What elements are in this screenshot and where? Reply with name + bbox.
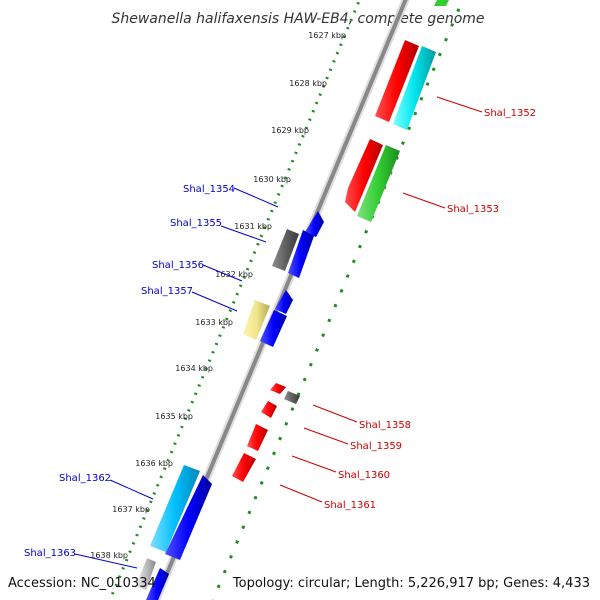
gene-shal-1352-red[interactable]	[375, 40, 419, 122]
gene-shal-1362-sky[interactable]	[150, 465, 200, 552]
gene-shal-1353-green[interactable]	[357, 145, 400, 222]
gene-top-green[interactable]	[434, 0, 449, 6]
leader-line	[279, 484, 323, 503]
labels-left: Shal_1354 Shal_1355 Shal_1356 Shal_1357 …	[24, 184, 279, 569]
leader-line	[233, 187, 279, 208]
reverse-genes	[136, 211, 324, 600]
tick-label: 1638 kbp	[90, 551, 128, 560]
leader-line	[303, 427, 349, 445]
tick-label: 1630 kbp	[253, 175, 291, 184]
gene-label-shal-1354[interactable]: Shal_1354	[183, 184, 235, 195]
gene-shal-1354-blue[interactable]	[305, 211, 324, 237]
accession-text: Accession: NC_010334	[8, 576, 156, 591]
tick-label: 1627 kbp	[308, 31, 346, 40]
forward-genes	[284, 0, 449, 404]
leader-line	[220, 225, 267, 243]
gene-shal-1361-red[interactable]	[232, 453, 256, 482]
gene-shal-1363-silver[interactable]	[136, 558, 156, 590]
gene-label-shal-1361[interactable]: Shal_1361	[324, 500, 376, 511]
gene-label-shal-1355[interactable]: Shal_1355	[170, 218, 222, 229]
gene-shal-1360-red[interactable]	[247, 424, 268, 451]
gene-shal-1352-cyan[interactable]	[393, 46, 436, 130]
leader-line	[436, 96, 483, 113]
gene-label-shal-1356[interactable]: Shal_1356	[152, 260, 204, 271]
tick-label: 1631 kbp	[234, 222, 272, 231]
map-title: Shewanella halifaxensis HAW-EB4, complet…	[111, 11, 484, 27]
labels-right: Shal_1352 Shal_1353 Shal_1358 Shal_1359 …	[279, 96, 536, 511]
tick-label: 1635 kbp	[155, 412, 193, 421]
gene-label-shal-1360[interactable]: Shal_1360	[338, 470, 390, 481]
gene-shal-1355-grey[interactable]	[272, 229, 299, 271]
gene-shal-1363-blue[interactable]	[146, 568, 169, 600]
genome-summary-text: Topology: circular; Length: 5,226,917 bp…	[232, 576, 590, 591]
gene-label-shal-1352[interactable]: Shal_1352	[484, 108, 536, 119]
gene-shal-1357-blue-a[interactable]	[275, 290, 293, 314]
leader-line	[109, 479, 154, 500]
tick-label: 1628 kbp	[289, 79, 327, 88]
tick-ring-outer	[211, 0, 465, 600]
leader-line	[191, 291, 238, 312]
gene-label-shal-1362[interactable]: Shal_1362	[59, 473, 111, 484]
scale-ticks: 1627 kbp 1628 kbp 1629 kbp 1630 kbp 1631…	[90, 31, 346, 560]
tick-label: 1634 kbp	[175, 364, 213, 373]
gene-shal-1358-grey[interactable]	[284, 391, 300, 404]
tick-ring-inner	[108, 0, 362, 600]
tick-label: 1629 kbp	[271, 126, 309, 135]
leader-line	[312, 404, 358, 423]
gene-label-shal-1358[interactable]: Shal_1358	[359, 420, 411, 431]
tick-label: 1632 kbp	[215, 270, 253, 279]
gene-shal-1355-blue[interactable]	[288, 230, 314, 278]
gene-shal-1357-blue-b[interactable]	[260, 310, 287, 347]
gene-shal-1358-red[interactable]	[270, 383, 286, 394]
gene-shal-1359-red[interactable]	[261, 401, 277, 418]
gene-label-shal-1357[interactable]: Shal_1357	[141, 286, 193, 297]
leader-line	[291, 455, 337, 473]
leader-line	[402, 192, 446, 209]
tick-label: 1637 kbp	[112, 505, 150, 514]
gene-shal-1362-blue[interactable]	[165, 475, 212, 560]
leader-line	[202, 264, 243, 282]
tick-label: 1633 kbp	[195, 318, 233, 327]
gene-label-shal-1353[interactable]: Shal_1353	[447, 204, 499, 215]
gene-label-shal-1363[interactable]: Shal_1363	[24, 548, 76, 559]
gene-shal-1353-red[interactable]	[345, 139, 383, 212]
gene-label-shal-1359[interactable]: Shal_1359	[350, 441, 402, 452]
leader-line	[74, 553, 138, 569]
gene-shal-1357-khaki[interactable]	[243, 300, 270, 340]
tick-label: 1636 kbp	[135, 459, 173, 468]
